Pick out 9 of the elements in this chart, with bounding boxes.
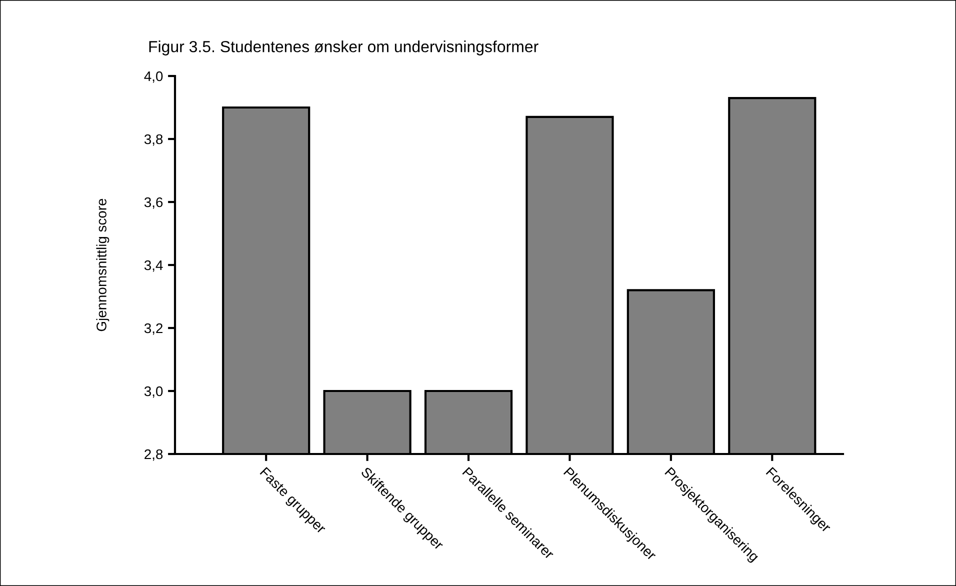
- y-tick-label: 3,2: [144, 323, 162, 335]
- y-tick-label: 3,4: [144, 260, 163, 272]
- y-tick-label: 4,0: [144, 71, 163, 83]
- y-tick-label: 3,6: [144, 197, 163, 209]
- y-tick-label: 3,8: [144, 134, 163, 146]
- y-tick-label: 3,0: [144, 386, 163, 398]
- y-axis-title: Gjennomsnittlig score: [96, 198, 110, 332]
- y-tick-label: 2,8: [144, 449, 163, 461]
- chart-title: Figur 3.5. Studentenes ønsker om undervisningsformer: [149, 40, 538, 56]
